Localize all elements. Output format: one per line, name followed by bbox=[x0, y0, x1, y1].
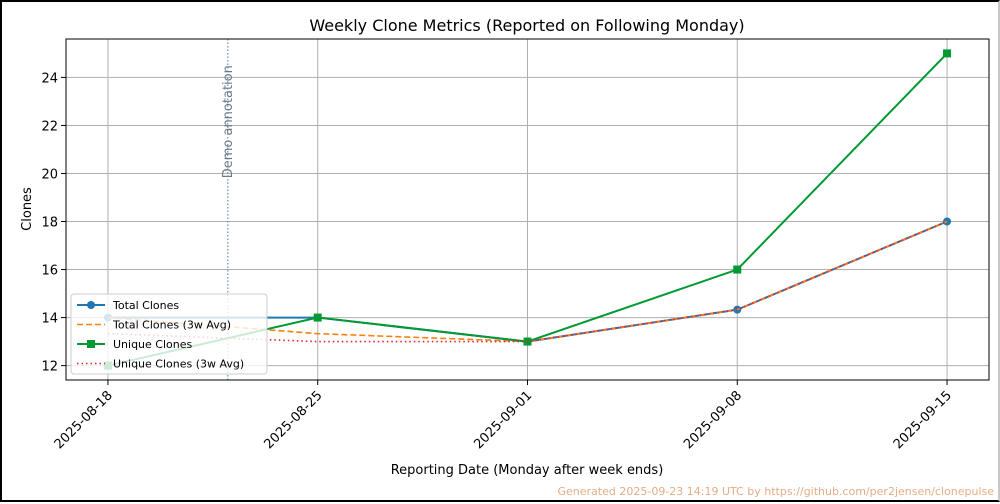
legend-swatch-marker bbox=[87, 301, 95, 309]
x-tick-label: 2025-08-18 bbox=[52, 388, 116, 452]
annotation-label: Demo annotation bbox=[221, 65, 236, 178]
legend-label: Total Clones (3w Avg) bbox=[112, 319, 231, 332]
y-tick-label: 18 bbox=[41, 216, 58, 231]
y-tick-label: 16 bbox=[41, 264, 58, 279]
legend-swatch-marker bbox=[87, 340, 95, 348]
legend-label: Unique Clones (3w Avg) bbox=[113, 358, 244, 371]
chart-title: Weekly Clone Metrics (Reported on Follow… bbox=[309, 16, 744, 35]
y-tick-label: 22 bbox=[41, 119, 58, 134]
y-tick-label: 12 bbox=[41, 360, 58, 375]
legend-label: Total Clones bbox=[112, 299, 179, 312]
series-point bbox=[313, 313, 322, 322]
legend-box bbox=[70, 293, 268, 375]
footer-credit: Generated 2025-09-23 14:19 UTC by https:… bbox=[558, 485, 995, 498]
x-tick-label: 2025-09-01 bbox=[471, 388, 535, 452]
x-axis: 2025-08-18 2025-08-25 2025-09-01 2025-09-08… bbox=[52, 380, 955, 452]
y-axis-title: Clones bbox=[20, 187, 35, 231]
y-axis: 12 14 16 18 20 22 24 bbox=[41, 71, 66, 375]
x-tick-label: 2025-09-08 bbox=[681, 388, 745, 452]
x-axis-title: Reporting Date (Monday after week ends) bbox=[391, 463, 664, 478]
x-tick-label: 2025-09-15 bbox=[891, 388, 955, 452]
series-point bbox=[943, 49, 952, 58]
legend-label: Unique Clones bbox=[113, 338, 193, 351]
y-tick-label: 24 bbox=[41, 71, 58, 86]
x-tick-label: 2025-08-25 bbox=[262, 388, 326, 452]
y-tick-label: 14 bbox=[41, 312, 58, 327]
series-point bbox=[733, 265, 742, 274]
y-tick-label: 20 bbox=[41, 167, 58, 182]
legend: Total Clones Total Clones (3w Avg) Unique … bbox=[70, 293, 268, 375]
